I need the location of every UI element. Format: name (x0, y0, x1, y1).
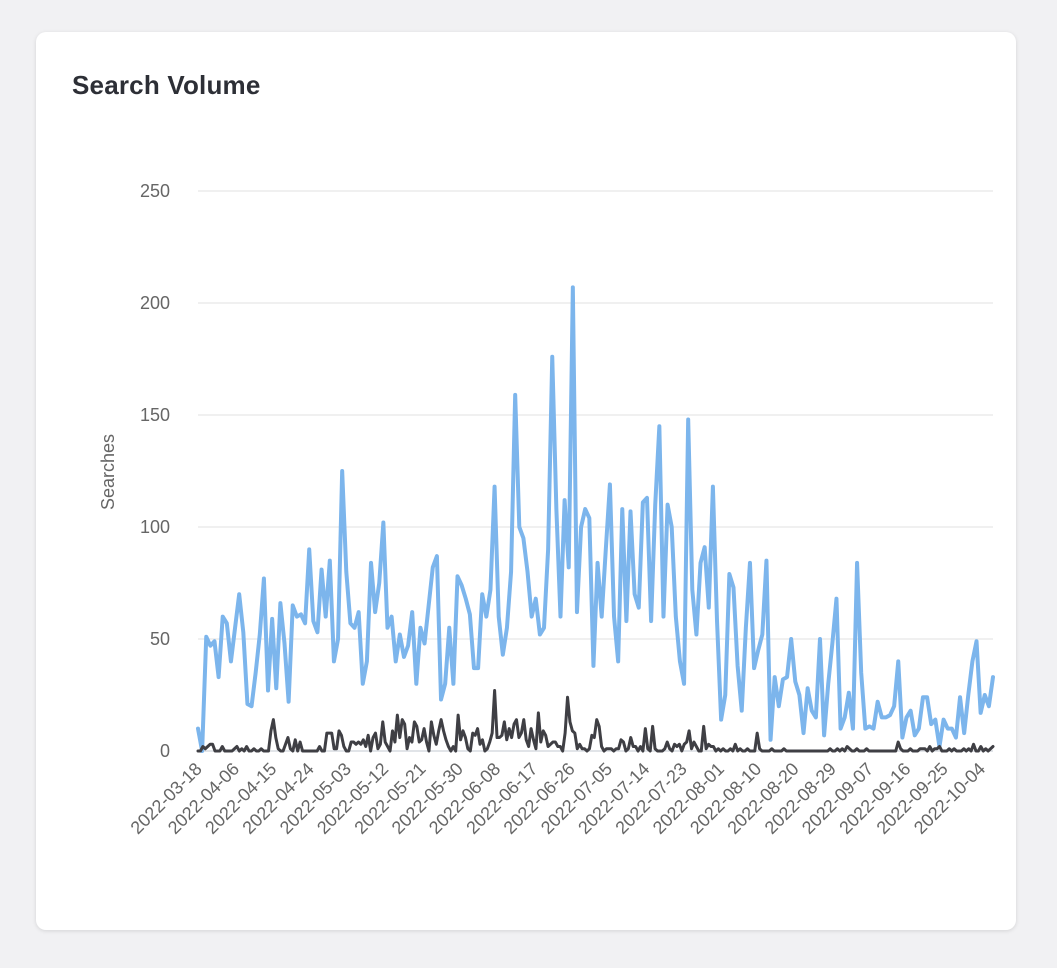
series-line-secondary (196, 689, 995, 753)
y-axis-ticks: 0 50 100 150 200 250 (140, 181, 170, 761)
series-line-searches (196, 285, 995, 753)
y-tick-label: 100 (140, 517, 170, 537)
series-layer (196, 285, 995, 753)
y-tick-label: 200 (140, 293, 170, 313)
y-tick-label: 50 (150, 629, 170, 649)
search-volume-card: Search Volume (36, 32, 1016, 930)
card-title: Search Volume (72, 70, 261, 100)
y-tick-label: 150 (140, 405, 170, 425)
y-axis-label: Searches (98, 434, 118, 510)
x-axis-ticks: 2022-03-182022-04-062022-04-152022-04-24… (127, 759, 990, 838)
gridlines (198, 190, 993, 752)
y-tick-label: 250 (140, 181, 170, 201)
y-tick-label: 0 (160, 741, 170, 761)
